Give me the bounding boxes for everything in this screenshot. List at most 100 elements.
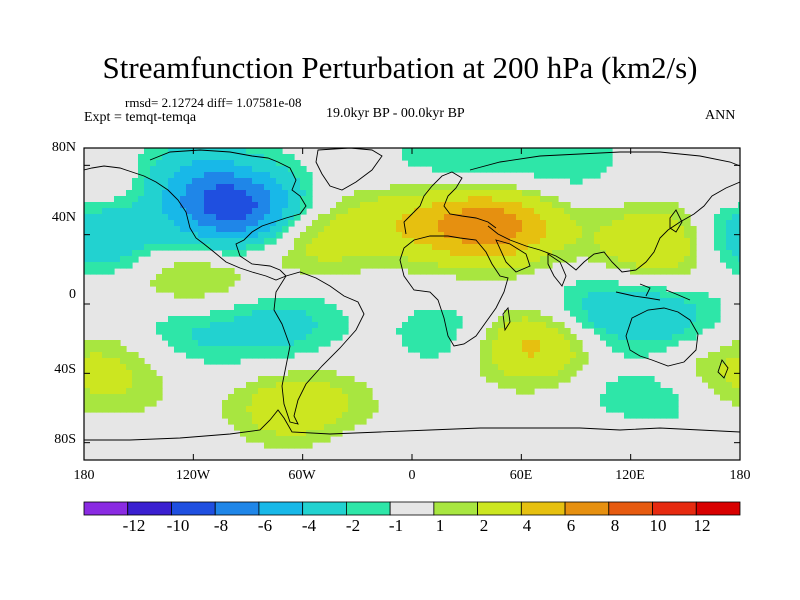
field-cell (282, 346, 289, 353)
field-cell (318, 406, 325, 413)
field-cell (636, 256, 643, 263)
field-cell (264, 160, 271, 167)
field-cell (210, 202, 217, 209)
field-cell (150, 214, 157, 221)
field-cell (156, 202, 163, 209)
field-cell (696, 358, 703, 365)
field-cell (270, 400, 277, 407)
field-cell (204, 160, 211, 167)
field-cell (612, 388, 619, 395)
field-cell (372, 220, 379, 227)
field-cell (462, 154, 469, 161)
field-cell (132, 250, 139, 257)
field-cell (534, 226, 541, 233)
field-cell (414, 244, 421, 251)
field-cell (96, 268, 103, 275)
field-cell (240, 196, 247, 203)
field-cell (246, 382, 253, 389)
field-cell (192, 280, 199, 287)
field-cell (228, 172, 235, 179)
field-cell (282, 334, 289, 341)
field-cell (390, 256, 397, 263)
field-cell (492, 220, 499, 227)
field-cell (498, 370, 505, 377)
field-cell (336, 406, 343, 413)
field-cell (300, 256, 307, 263)
field-cell (180, 244, 187, 251)
field-cell (336, 328, 343, 335)
field-cell (354, 388, 361, 395)
field-cell (288, 442, 295, 449)
field-cell (204, 286, 211, 293)
field-cell (294, 244, 301, 251)
field-cell (630, 262, 637, 269)
field-cell (294, 160, 301, 167)
field-cell (624, 412, 631, 419)
field-cell (312, 268, 319, 275)
field-cell (624, 340, 631, 347)
field-cell (552, 166, 559, 173)
field-cell (324, 412, 331, 419)
field-cell (480, 256, 487, 263)
field-cell (222, 184, 229, 191)
field-cell (600, 310, 607, 317)
field-cell (396, 208, 403, 215)
field-cell (90, 220, 97, 227)
field-cell (522, 148, 529, 155)
field-cell (612, 256, 619, 263)
field-cell (606, 160, 613, 167)
field-cell (282, 430, 289, 437)
field-cell (366, 190, 373, 197)
field-cell (540, 214, 547, 221)
field-cell (84, 352, 91, 359)
field-cell (420, 184, 427, 191)
field-cell (678, 310, 685, 317)
field-cell (312, 394, 319, 401)
field-cell (456, 232, 463, 239)
field-cell (324, 388, 331, 395)
field-cell (108, 400, 115, 407)
field-cell (132, 406, 139, 413)
field-cell (606, 244, 613, 251)
field-cell (354, 406, 361, 413)
field-cell (168, 160, 175, 167)
field-cell (114, 400, 121, 407)
field-cell (120, 196, 127, 203)
field-cell (522, 364, 529, 371)
field-cell (288, 382, 295, 389)
field-cell (582, 292, 589, 299)
field-cell (198, 166, 205, 173)
field-cell (276, 430, 283, 437)
field-cell (708, 304, 715, 311)
field-cell (714, 376, 721, 383)
field-cell (84, 364, 91, 371)
field-cell (414, 328, 421, 335)
field-cell (96, 370, 103, 377)
field-cell (642, 238, 649, 245)
field-cell (660, 208, 667, 215)
field-cell (414, 322, 421, 329)
field-cell (480, 208, 487, 215)
field-cell (162, 220, 169, 227)
field-cell (714, 304, 721, 311)
field-cell (348, 382, 355, 389)
field-cell (720, 238, 727, 245)
field-cell (234, 304, 241, 311)
field-cell (300, 310, 307, 317)
field-cell (702, 322, 709, 329)
field-cell (444, 256, 451, 263)
field-cell (654, 316, 661, 323)
field-cell (732, 208, 739, 215)
field-cell (114, 202, 121, 209)
field-cell (366, 214, 373, 221)
field-cell (684, 256, 691, 263)
field-cell (138, 214, 145, 221)
field-cell (564, 256, 571, 263)
field-cell (216, 358, 223, 365)
field-cell (192, 160, 199, 167)
field-cell (522, 208, 529, 215)
field-cell (378, 220, 385, 227)
field-cell (270, 376, 277, 383)
field-cell (222, 358, 229, 365)
field-cell (300, 340, 307, 347)
